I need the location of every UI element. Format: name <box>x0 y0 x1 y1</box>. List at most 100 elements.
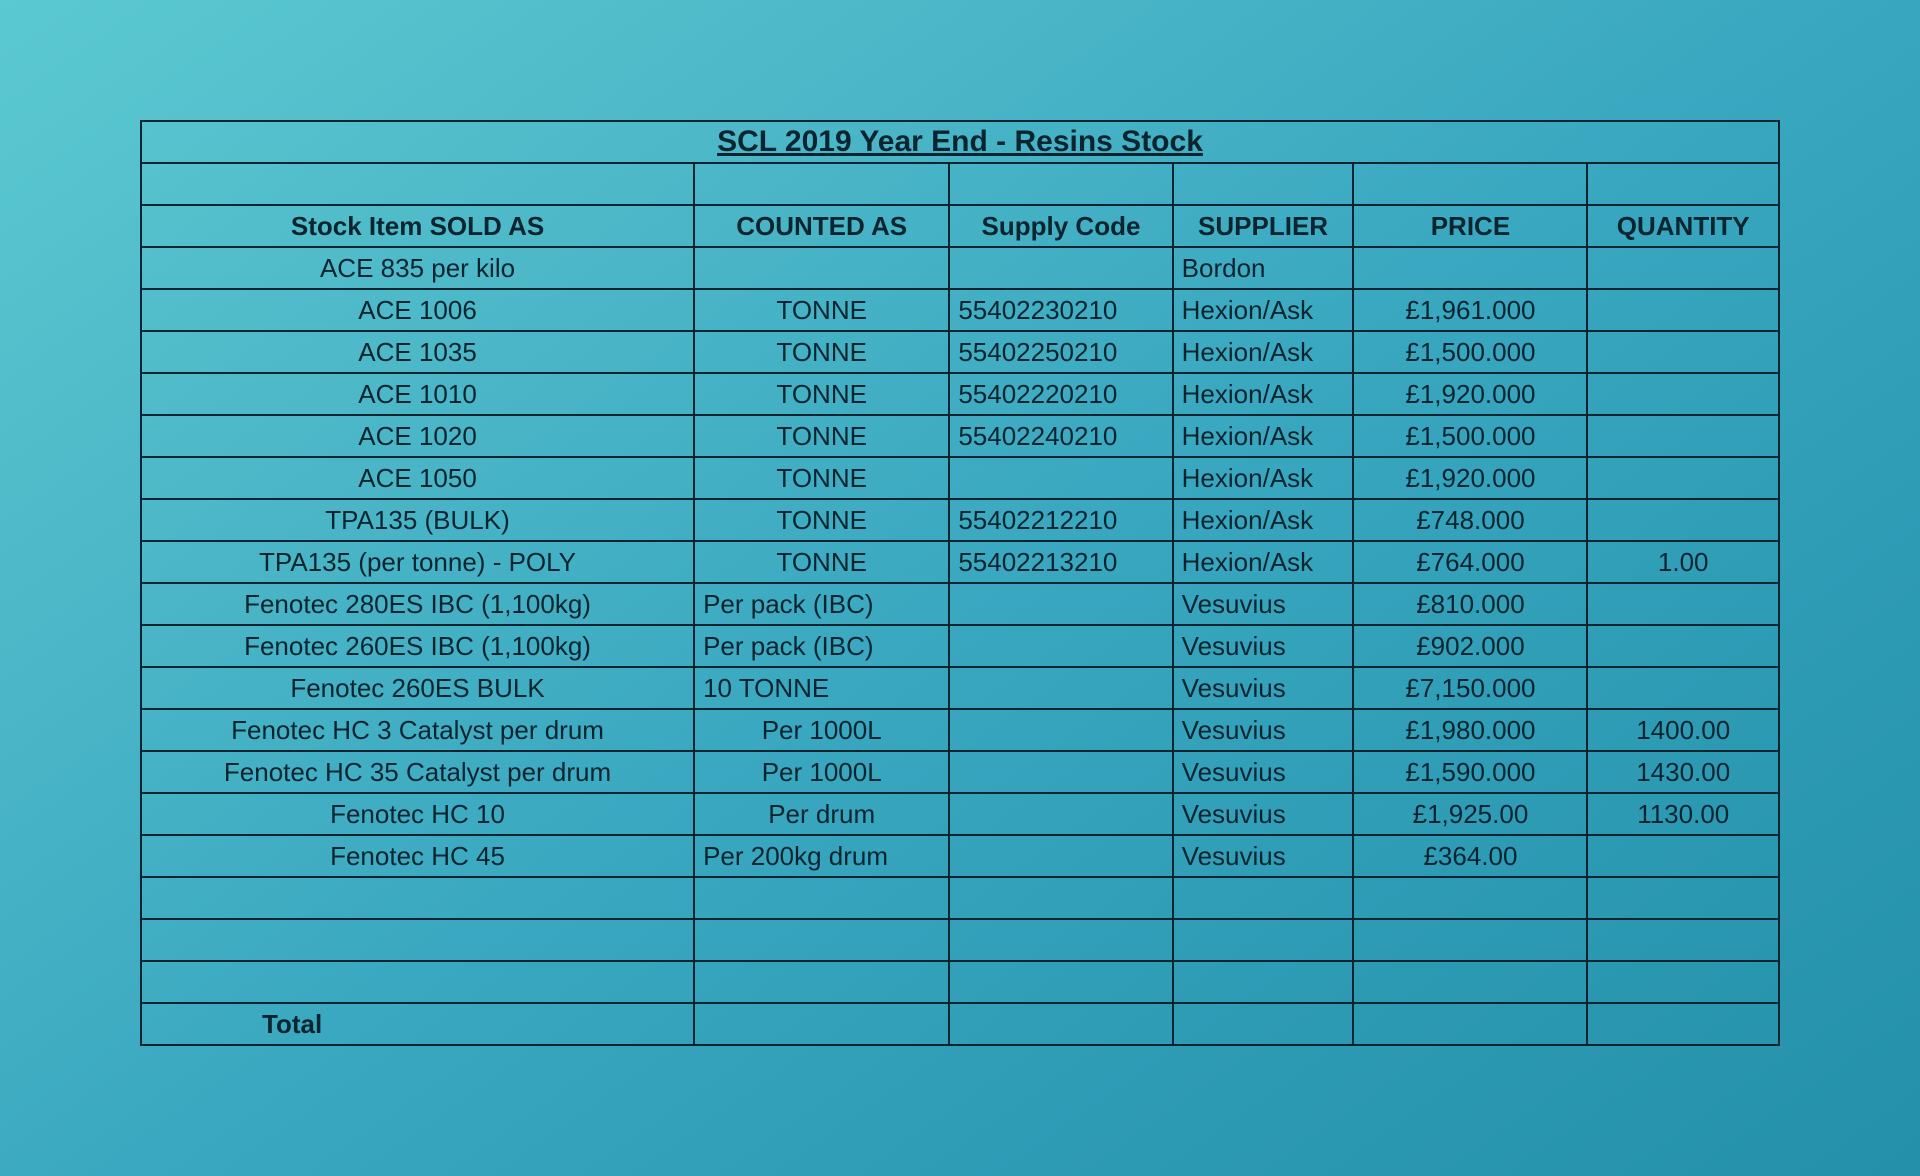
cell-item: Fenotec 260ES IBC (1,100kg) <box>141 625 694 667</box>
blank-cell <box>1587 961 1779 1003</box>
blank-cell <box>1353 961 1587 1003</box>
total-empty <box>694 1003 949 1045</box>
cell-supplier: Bordon <box>1173 247 1354 289</box>
cell-code: 55402250210 <box>949 331 1172 373</box>
cell-code <box>949 751 1172 793</box>
cell-item: ACE 1050 <box>141 457 694 499</box>
spacer-cell <box>141 163 694 205</box>
cell-supplier: Hexion/Ask <box>1173 373 1354 415</box>
table-row <box>141 919 1779 961</box>
cell-code <box>949 583 1172 625</box>
blank-cell <box>949 919 1172 961</box>
cell-code <box>949 247 1172 289</box>
blank-cell <box>694 919 949 961</box>
cell-counted: Per drum <box>694 793 949 835</box>
total-empty <box>1173 1003 1354 1045</box>
cell-counted: TONNE <box>694 457 949 499</box>
total-empty <box>1353 1003 1587 1045</box>
spacer-cell <box>1353 163 1587 205</box>
blank-cell <box>1353 919 1587 961</box>
table-row: ACE 1035TONNE55402250210Hexion/Ask£1,500… <box>141 331 1779 373</box>
cell-counted: Per pack (IBC) <box>694 583 949 625</box>
cell-qty <box>1587 835 1779 877</box>
cell-item: TPA135 (per tonne) - POLY <box>141 541 694 583</box>
table-row: SCL 2019 Year End - Resins Stock <box>141 121 1779 163</box>
cell-item: Fenotec HC 45 <box>141 835 694 877</box>
cell-supplier: Hexion/Ask <box>1173 415 1354 457</box>
cell-counted: Per pack (IBC) <box>694 625 949 667</box>
blank-cell <box>1173 877 1354 919</box>
table-row: Fenotec HC 35 Catalyst per drumPer 1000L… <box>141 751 1779 793</box>
cell-price: £1,500.000 <box>1353 415 1587 457</box>
cell-supplier: Hexion/Ask <box>1173 541 1354 583</box>
table-row: ACE 1006TONNE55402230210Hexion/Ask£1,961… <box>141 289 1779 331</box>
cell-item: Fenotec HC 3 Catalyst per drum <box>141 709 694 751</box>
cell-qty: 1.00 <box>1587 541 1779 583</box>
cell-counted: TONNE <box>694 499 949 541</box>
table-row: Fenotec 280ES IBC (1,100kg)Per pack (IBC… <box>141 583 1779 625</box>
cell-supplier: Vesuvius <box>1173 751 1354 793</box>
cell-price: £1,920.000 <box>1353 457 1587 499</box>
total-label: Total <box>141 1003 694 1045</box>
cell-qty: 1130.00 <box>1587 793 1779 835</box>
cell-qty <box>1587 373 1779 415</box>
cell-qty <box>1587 583 1779 625</box>
spacer-cell <box>1587 163 1779 205</box>
cell-counted: TONNE <box>694 541 949 583</box>
header-0: Stock Item SOLD AS <box>141 205 694 247</box>
cell-item: ACE 1020 <box>141 415 694 457</box>
cell-item: Fenotec HC 10 <box>141 793 694 835</box>
blank-cell <box>1173 961 1354 1003</box>
table-title: SCL 2019 Year End - Resins Stock <box>141 121 1779 163</box>
spacer-cell <box>694 163 949 205</box>
header-3: SUPPLIER <box>1173 205 1354 247</box>
cell-code: 55402220210 <box>949 373 1172 415</box>
resins-stock-table: SCL 2019 Year End - Resins Stock Stock It… <box>140 120 1780 1046</box>
header-2: Supply Code <box>949 205 1172 247</box>
cell-counted: TONNE <box>694 415 949 457</box>
table-row: Stock Item SOLD ASCOUNTED ASSupply CodeS… <box>141 205 1779 247</box>
table-row: TPA135 (BULK)TONNE55402212210Hexion/Ask£… <box>141 499 1779 541</box>
cell-qty <box>1587 247 1779 289</box>
cell-qty <box>1587 457 1779 499</box>
table-row: Total <box>141 1003 1779 1045</box>
table-row: ACE 1050TONNE Hexion/Ask£1,920.000 <box>141 457 1779 499</box>
cell-item: TPA135 (BULK) <box>141 499 694 541</box>
cell-counted: TONNE <box>694 331 949 373</box>
cell-price: £7,150.000 <box>1353 667 1587 709</box>
cell-supplier: Vesuvius <box>1173 667 1354 709</box>
blank-cell <box>694 961 949 1003</box>
table-row <box>141 163 1779 205</box>
cell-supplier: Vesuvius <box>1173 835 1354 877</box>
cell-code: 55402240210 <box>949 415 1172 457</box>
cell-item: Fenotec 280ES IBC (1,100kg) <box>141 583 694 625</box>
cell-price: £810.000 <box>1353 583 1587 625</box>
cell-qty <box>1587 499 1779 541</box>
cell-price <box>1353 247 1587 289</box>
spacer-cell <box>949 163 1172 205</box>
cell-supplier: Hexion/Ask <box>1173 289 1354 331</box>
blank-cell <box>141 961 694 1003</box>
cell-counted: TONNE <box>694 289 949 331</box>
cell-price: £1,920.000 <box>1353 373 1587 415</box>
blank-cell <box>141 919 694 961</box>
table-row: ACE 1020TONNE55402240210Hexion/Ask£1,500… <box>141 415 1779 457</box>
total-empty <box>949 1003 1172 1045</box>
cell-supplier: Hexion/Ask <box>1173 457 1354 499</box>
cell-item: Fenotec HC 35 Catalyst per drum <box>141 751 694 793</box>
blank-cell <box>1587 877 1779 919</box>
table-row: ACE 1010TONNE55402220210Hexion/Ask£1,920… <box>141 373 1779 415</box>
cell-supplier: Hexion/Ask <box>1173 331 1354 373</box>
blank-cell <box>694 877 949 919</box>
table-row: TPA135 (per tonne) - POLYTONNE5540221321… <box>141 541 1779 583</box>
cell-qty <box>1587 289 1779 331</box>
table-row: Fenotec HC 45Per 200kg drumVesuvius£364.… <box>141 835 1779 877</box>
cell-price: £1,590.000 <box>1353 751 1587 793</box>
table-row: ACE 835 per kiloBordon <box>141 247 1779 289</box>
cell-qty <box>1587 415 1779 457</box>
header-5: QUANTITY <box>1587 205 1779 247</box>
blank-cell <box>141 877 694 919</box>
cell-item: Fenotec 260ES BULK <box>141 667 694 709</box>
cell-code <box>949 709 1172 751</box>
cell-price: £1,980.000 <box>1353 709 1587 751</box>
